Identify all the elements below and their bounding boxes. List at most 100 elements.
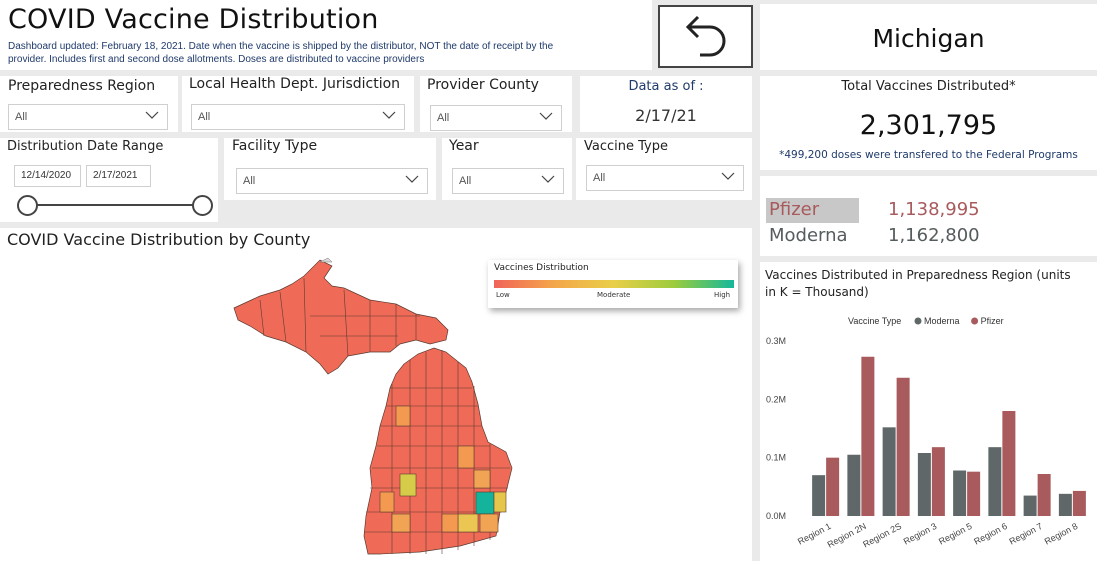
bar-moderna-region-6	[988, 447, 1002, 516]
filter-card-year: Year All	[442, 138, 572, 200]
map-legend-title: Vaccines Distribution	[494, 263, 589, 273]
page-subtitle: Dashboard updated: February 18, 2021. Da…	[8, 41, 554, 65]
bar-moderna-region-1	[812, 475, 826, 516]
bar-pfizer-region-2n	[861, 356, 875, 516]
legend-series-pfizer: Pfizer	[981, 316, 1004, 326]
page-title: COVID Vaccine Distribution	[8, 4, 379, 35]
filter-card-county: Provider County All	[420, 76, 572, 132]
moderna-name: Moderna	[769, 225, 848, 246]
federal-transfer-note: *499,200 doses were transfered to the Fe…	[779, 149, 1078, 161]
chevron-down-icon	[541, 175, 555, 183]
data-as-of-value: 2/17/21	[635, 106, 697, 125]
bar-pfizer-region-6	[1002, 411, 1016, 516]
bar-pfizer-region-1	[826, 457, 840, 516]
vaccine-type-select[interactable]: All	[586, 165, 744, 191]
bar-pfizer-region-5	[967, 471, 981, 516]
county-kalamazoo-area	[391, 513, 411, 533]
county-wayne-area	[479, 513, 499, 533]
preparedness-region-label: Preparedness Region	[8, 78, 156, 94]
bar-pfizer-region-2s	[896, 377, 910, 516]
facility-type-label: Facility Type	[232, 138, 318, 154]
lhd-jurisdiction-select[interactable]: All	[191, 104, 405, 130]
date-start-input[interactable]: 12/14/2020	[14, 165, 81, 187]
bar-moderna-region-2n	[847, 454, 861, 516]
state-card: Michigan	[760, 4, 1097, 70]
date-slider-start-handle[interactable]	[17, 195, 38, 216]
lower-peninsula	[363, 347, 513, 555]
date-slider-track	[27, 204, 203, 206]
x-tick-label: Region 2N	[826, 521, 868, 550]
x-tick-label: Region 8	[1043, 521, 1080, 547]
total-vaccines-card: Total Vaccines Distributed* 2,301,795 *4…	[760, 76, 1097, 170]
michigan-county-map[interactable]	[220, 256, 530, 556]
vaccine-type-label: Vaccine Type	[584, 139, 668, 154]
bar-pfizer-region-7	[1037, 474, 1051, 516]
x-tick-label: Region 5	[937, 521, 974, 547]
state-name: Michigan	[872, 24, 985, 53]
x-tick-label: Region 7	[1008, 521, 1045, 547]
back-arrow-icon	[685, 15, 725, 56]
y-tick-label: 0.1M	[766, 453, 786, 463]
map-legend-gradient	[494, 280, 734, 288]
county-oakland-area	[475, 491, 495, 515]
chevron-down-icon	[382, 111, 396, 119]
legend-marker-pfizer	[971, 317, 979, 325]
filter-card-facility: Facility Type All	[224, 138, 436, 200]
bar-moderna-region-2s	[882, 427, 896, 516]
moderna-value: 1,162,800	[888, 225, 980, 246]
y-tick-label: 0.3M	[766, 336, 786, 346]
bar-pfizer-region-8	[1072, 490, 1086, 516]
pfizer-value: 1,138,995	[888, 199, 980, 220]
total-vaccines-label: Total Vaccines Distributed*	[841, 79, 1016, 94]
filter-card-lhd: Local Health Dept. Jurisdiction All	[182, 76, 414, 132]
total-vaccines-value: 2,301,795	[859, 110, 998, 141]
x-tick-label: Region 3	[902, 521, 939, 547]
date-slider-end-handle[interactable]	[192, 195, 213, 216]
y-tick-label: 0.2M	[766, 394, 786, 404]
date-range-card: Distribution Date Range 12/14/2020 2/17/…	[0, 138, 218, 222]
pfizer-highlight	[766, 198, 859, 223]
legend-series-moderna: Moderna	[924, 316, 960, 326]
map-legend-mid: Moderate	[597, 291, 631, 299]
county-ingham-area	[441, 513, 459, 533]
county-kent-area	[399, 473, 417, 497]
back-button[interactable]	[658, 5, 753, 68]
map-title: COVID Vaccine Distribution by County	[7, 230, 311, 249]
year-label: Year	[449, 138, 479, 154]
x-tick-label: Region 6	[972, 521, 1009, 547]
bar-moderna-region-7	[1023, 495, 1037, 516]
x-tick-label: Region 2S	[861, 521, 903, 550]
bar-moderna-region-3	[917, 453, 931, 516]
chevron-down-icon	[539, 112, 553, 120]
chevron-down-icon	[721, 172, 735, 180]
facility-type-select[interactable]: All	[236, 168, 428, 194]
bar-pfizer-region-3	[931, 447, 945, 516]
pfizer-name: Pfizer	[769, 199, 820, 220]
provider-county-label: Provider County	[427, 77, 539, 93]
isle-royale	[319, 257, 333, 263]
provider-county-select[interactable]: All	[430, 105, 562, 131]
map-legend-low: Low	[496, 291, 510, 299]
legend-marker-moderna	[914, 317, 922, 325]
county-washtenaw-area	[457, 513, 479, 533]
county-genesee-area	[473, 469, 491, 489]
preparedness-region-select[interactable]: All	[8, 104, 168, 130]
region-chart-card: Vaccines Distributed in Preparedness Reg…	[760, 262, 1097, 561]
map-legend: Vaccines Distribution Low Moderate High	[488, 260, 738, 308]
y-tick-label: 0.0M	[766, 511, 786, 521]
data-as-of-label: Data as of :	[628, 79, 704, 94]
vaccine-breakdown-card: Pfizer 1,138,995 Moderna 1,162,800	[760, 176, 1097, 256]
chevron-down-icon	[145, 111, 159, 119]
lhd-jurisdiction-label: Local Health Dept. Jurisdiction	[189, 76, 401, 92]
date-end-input[interactable]: 2/17/2021	[86, 165, 151, 187]
county-macomb-area	[493, 491, 507, 513]
bar-moderna-region-5	[953, 470, 967, 516]
region-chart-title: Vaccines Distributed in Preparedness Reg…	[765, 268, 1071, 299]
map-card: COVID Vaccine Distribution by County Vac…	[0, 228, 752, 561]
filter-card-vaccine: Vaccine Type All	[576, 138, 752, 200]
bar-moderna-region-8	[1058, 493, 1072, 516]
region-bar-chart: Vaccine Type Moderna Pfizer 0.0M 0.1M 0.2M 0.3…	[766, 316, 1086, 550]
data-as-of-card: Data as of : 2/17/21	[580, 76, 752, 132]
filter-card-region: Preparedness Region All	[0, 76, 178, 132]
year-select[interactable]: All	[452, 168, 564, 194]
